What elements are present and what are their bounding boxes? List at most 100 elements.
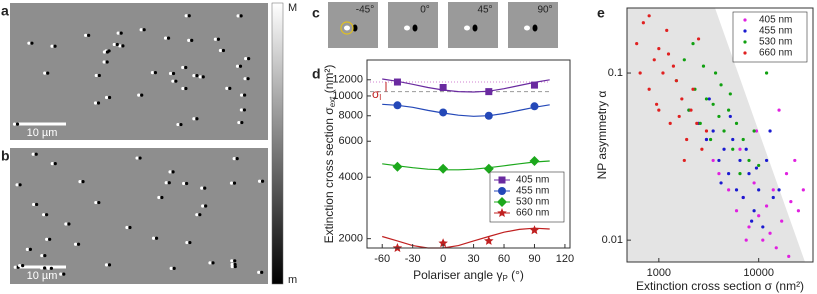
particle [201,204,205,208]
marker [439,84,447,92]
marker [764,158,769,163]
marker [727,188,731,192]
marker [677,114,681,119]
marker [784,172,789,176]
angle-label: 90° [537,5,552,16]
angle-image [508,2,558,48]
marker [774,246,778,250]
legend-label: 455 nm [759,26,792,37]
marker [750,219,754,223]
image-b [10,148,268,284]
marker [483,163,494,174]
x-tick-label: 60 [498,253,510,265]
marker [764,204,769,208]
particle [242,108,247,112]
particle [181,86,185,91]
marker [757,188,761,192]
x-tick-label: 30 [467,253,479,265]
marker [698,121,702,125]
x-axis-label-end: (°) [508,268,524,282]
particle [184,65,188,70]
particle [94,73,98,78]
excluded-region [627,8,805,262]
particle [78,180,82,184]
marker [713,71,718,75]
particle [171,170,175,174]
particle [236,14,240,18]
particle [115,42,119,47]
particle [257,179,262,183]
marker [780,219,784,223]
fit-line [382,160,550,171]
particle [190,38,194,42]
particle [13,265,17,269]
annotation: σl [372,87,381,102]
particle [104,95,109,100]
y-tick-label: 0.01 [602,234,623,246]
marker [438,163,449,174]
marker [665,28,669,32]
particle [185,240,189,245]
particle [235,156,239,161]
marker [529,225,540,235]
angle-label: -45° [356,5,374,16]
particle [184,86,188,91]
particle [97,73,101,78]
particle [107,95,112,100]
particle [43,266,47,270]
particle [169,266,173,270]
legend-label: 530 nm [516,197,549,208]
particle [232,156,236,161]
marker [711,102,715,106]
marker [439,108,448,117]
marker [674,79,679,83]
particle [172,266,176,270]
particle [40,266,44,270]
marker [393,101,402,110]
marker [727,108,731,112]
marker [635,42,639,46]
marker [801,188,805,192]
particle [102,60,106,64]
scale-bar-label: 10 µm [27,127,58,139]
particle [213,37,218,41]
legend-marker [498,187,506,195]
marker [761,238,765,242]
particle [128,225,132,230]
marker [530,102,539,111]
particle [230,259,234,263]
marker [796,209,801,213]
particle [174,79,178,83]
legend-label: 660 nm [516,208,549,219]
particle [187,38,191,42]
x-axis-label: Extinction cross section σ (nm²) [636,279,804,293]
marker [691,87,695,91]
particle [135,156,139,160]
particle [102,50,107,54]
particle [182,181,186,186]
particle [344,25,350,31]
particle [237,120,241,125]
marker [717,172,721,176]
marker [711,158,715,163]
y-tick-label: 2000 [339,233,363,245]
particle [164,181,168,185]
marker [789,200,793,204]
marker [700,147,704,151]
marker [701,64,706,68]
marker [777,108,781,112]
particle [244,56,248,61]
particle [43,71,47,75]
particle [464,25,470,31]
x-axis-label-text: Extinction cross section σ (nm²) [636,279,804,293]
particle [211,261,215,265]
particle [46,266,50,270]
particle [151,236,156,240]
particle [62,272,66,276]
particle [96,101,101,105]
particle [195,73,199,78]
particle [81,180,85,184]
legend-label: 530 nm [759,37,792,48]
y-tick-label: 12000 [332,74,363,86]
marker [752,209,756,213]
